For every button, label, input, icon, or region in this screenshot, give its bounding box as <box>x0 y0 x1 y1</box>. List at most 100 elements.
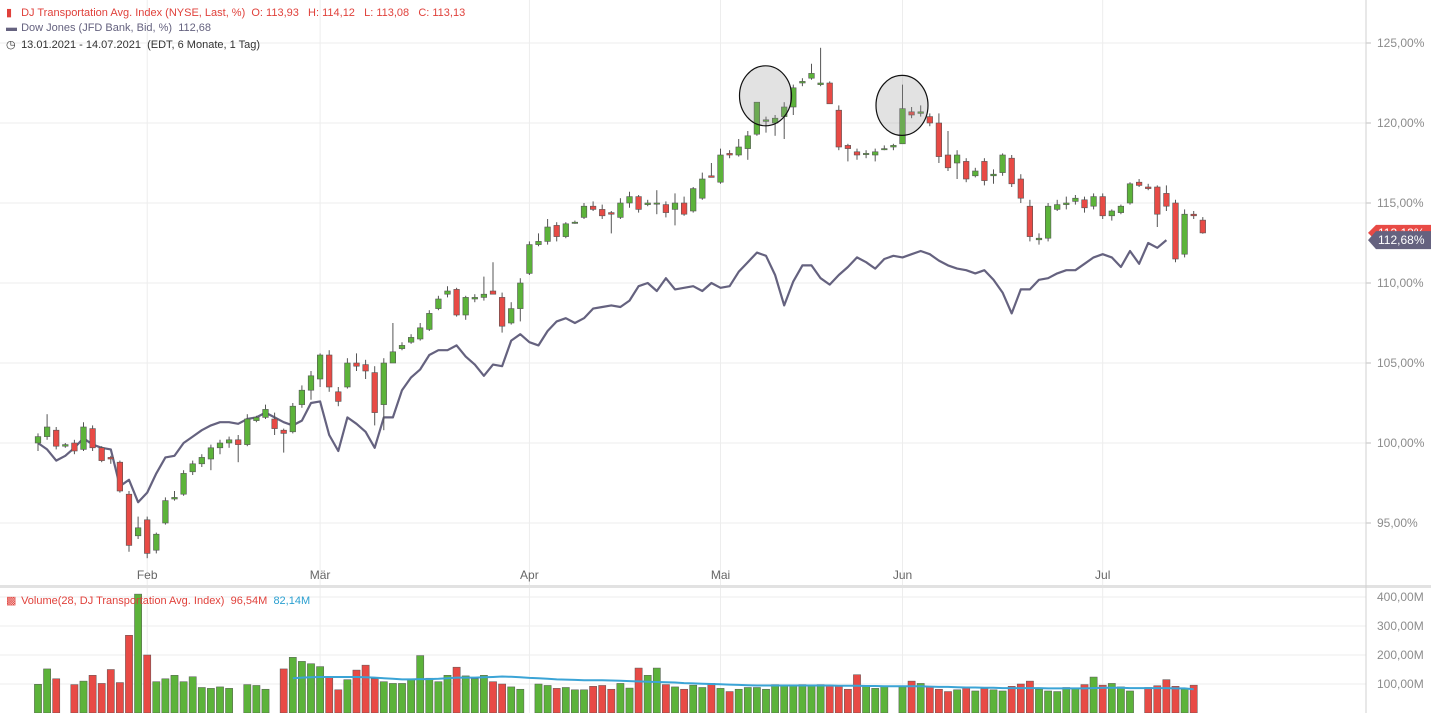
candle <box>1199 217 1206 234</box>
price-grid <box>0 0 1366 585</box>
candle <box>298 385 306 408</box>
candle <box>398 342 406 351</box>
candle <box>1045 203 1052 242</box>
candle-body <box>189 463 196 473</box>
candle <box>726 150 733 159</box>
volume-bar <box>216 686 224 713</box>
volume-tick-label: 400,00M <box>1377 590 1424 604</box>
volume-bar <box>70 684 79 713</box>
candle <box>1072 195 1079 205</box>
candle <box>480 276 488 301</box>
dow-jones-series-line <box>37 239 1168 504</box>
x-tick-label: Mai <box>711 568 730 582</box>
volume-bar <box>862 685 870 713</box>
candle-body <box>1190 213 1197 217</box>
volume-bar <box>52 678 61 713</box>
candle-body <box>935 122 942 157</box>
volume-bar <box>470 678 479 713</box>
volume-bar <box>989 689 998 713</box>
volume-bar <box>334 689 343 713</box>
volume-bar <box>425 677 434 713</box>
candle-body <box>1172 202 1179 260</box>
candle <box>107 455 114 464</box>
candle-body <box>1136 181 1143 186</box>
candle <box>717 148 724 184</box>
candle-body <box>717 154 724 183</box>
volume-bar <box>625 687 634 713</box>
candle-body <box>844 145 851 149</box>
candle-body <box>944 154 952 169</box>
volume-bar <box>780 684 789 713</box>
candle <box>526 241 533 275</box>
legend-range: ◷ 13.01.2021 - 14.07.2021 (EDT, 6 Monate… <box>6 38 260 51</box>
candle <box>899 84 906 145</box>
volume-bar <box>925 686 934 713</box>
volume-bar <box>789 684 798 713</box>
volume-bar <box>598 685 607 713</box>
candle <box>699 172 706 200</box>
volume-bar <box>489 681 497 713</box>
candle-body <box>990 173 997 177</box>
candle-body <box>489 290 497 295</box>
candle <box>453 287 460 317</box>
volume-bar <box>1053 691 1062 713</box>
candle <box>744 131 751 160</box>
candle <box>1090 193 1097 210</box>
candle-body <box>462 297 469 316</box>
candle-body <box>471 297 478 300</box>
candle-body <box>1054 204 1061 210</box>
candle <box>335 387 342 407</box>
candle-body <box>953 154 961 164</box>
candle <box>608 211 615 234</box>
volume-bar <box>853 674 861 713</box>
volume-bar <box>207 688 215 713</box>
candle-body <box>817 82 824 85</box>
candle <box>1008 155 1015 187</box>
candle <box>762 116 770 133</box>
candle <box>890 143 897 151</box>
candle <box>198 454 205 467</box>
candle <box>671 193 679 226</box>
volume-bar <box>261 688 270 713</box>
volume-bar <box>361 664 370 713</box>
candle-body <box>116 461 123 492</box>
candle <box>535 233 542 247</box>
candle <box>1154 185 1161 227</box>
candle-body <box>872 151 879 156</box>
volume-bar <box>370 678 379 713</box>
candle-body <box>517 282 524 309</box>
candle <box>371 366 378 426</box>
candle-body <box>744 135 751 149</box>
candle <box>935 113 942 163</box>
volume-bar <box>1098 684 1107 713</box>
candle-body <box>307 375 315 391</box>
candle <box>844 143 851 162</box>
candle <box>881 145 888 151</box>
candle-body <box>353 362 360 367</box>
candle <box>553 222 560 242</box>
volume-average-line <box>292 675 1194 691</box>
candle <box>808 63 815 80</box>
candle-body <box>726 153 733 156</box>
candle <box>1026 199 1033 242</box>
candle <box>708 163 715 178</box>
volume-bar <box>671 686 679 713</box>
candle <box>262 404 269 419</box>
volume-bar <box>352 669 361 713</box>
volume-bar <box>480 675 488 713</box>
candle-body <box>1081 199 1088 209</box>
clock-icon: ◷ <box>6 39 16 51</box>
volume-bar <box>1144 687 1153 713</box>
volume-bar <box>1117 686 1125 713</box>
y-tick-label: 110,00% <box>1377 276 1424 290</box>
candle <box>826 81 833 105</box>
candle-body <box>662 204 669 213</box>
volume-bar <box>1171 686 1180 713</box>
candle <box>71 439 78 455</box>
candle <box>426 310 433 331</box>
candle <box>508 302 515 325</box>
candle-body <box>771 117 779 124</box>
volume-bar <box>407 678 415 713</box>
candle-body <box>1008 157 1015 185</box>
volume-bar <box>807 684 816 713</box>
